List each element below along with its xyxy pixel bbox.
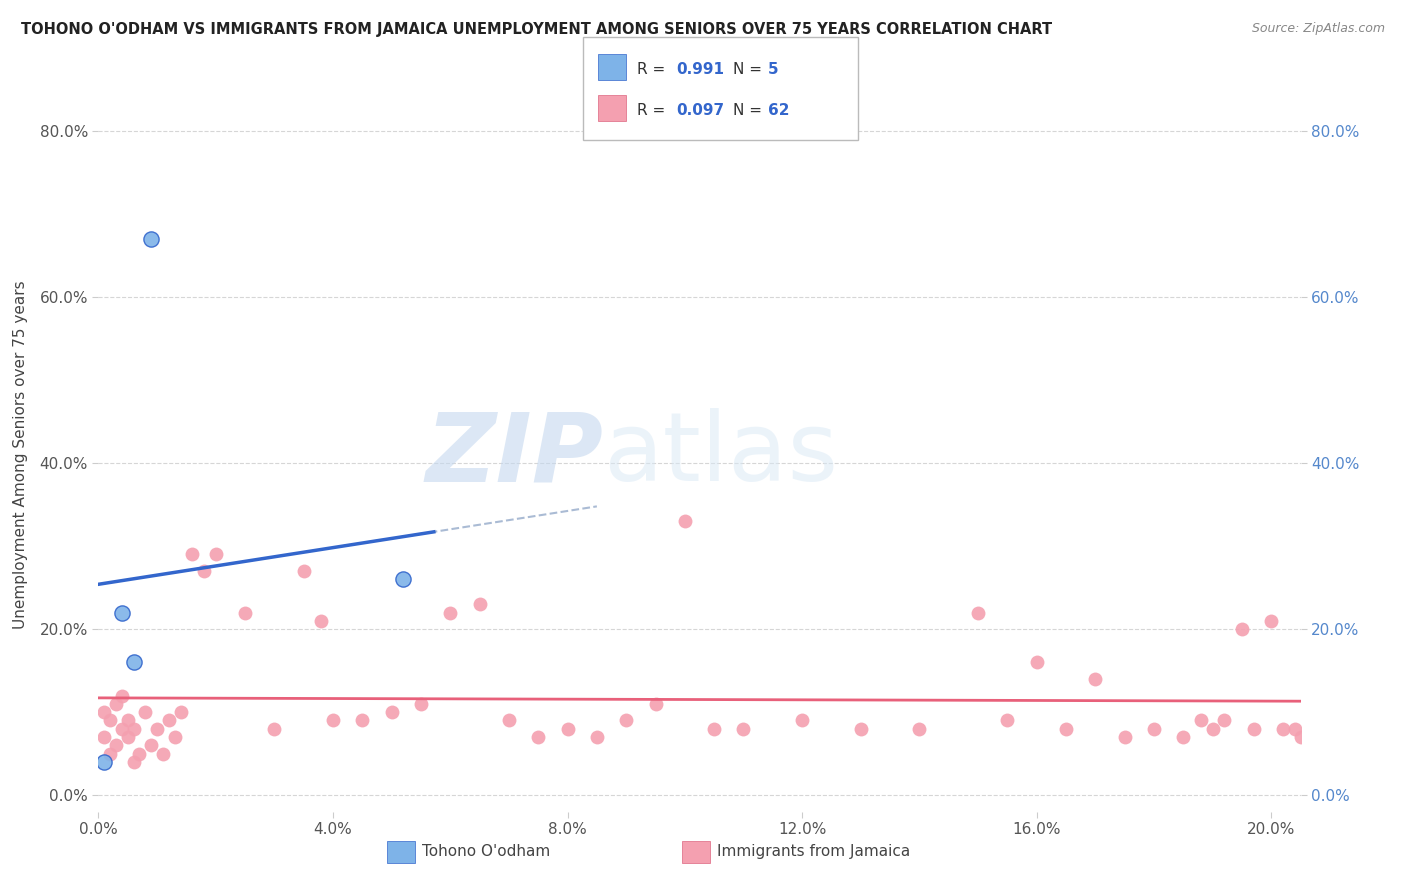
- Text: R =: R =: [637, 62, 671, 77]
- Point: [498, 714, 520, 728]
- Point: [673, 514, 696, 528]
- Point: [1289, 730, 1312, 744]
- Point: [122, 722, 145, 736]
- Point: [1173, 730, 1195, 744]
- Point: [204, 548, 226, 562]
- Point: [527, 730, 550, 744]
- Point: [117, 730, 139, 744]
- Point: [849, 722, 872, 736]
- Point: [1243, 722, 1265, 736]
- Text: Tohono O'odham: Tohono O'odham: [422, 845, 550, 859]
- Point: [1143, 722, 1166, 736]
- Point: [263, 722, 285, 736]
- Point: [1201, 722, 1223, 736]
- Point: [1025, 656, 1047, 670]
- Point: [614, 714, 637, 728]
- Point: [128, 747, 150, 761]
- Point: [193, 564, 215, 578]
- Text: N =: N =: [733, 103, 766, 118]
- Point: [1084, 672, 1107, 686]
- Point: [1284, 722, 1306, 736]
- Text: N =: N =: [733, 62, 766, 77]
- Point: [111, 606, 134, 620]
- Point: [1230, 622, 1253, 636]
- Point: [98, 747, 121, 761]
- Point: [1114, 730, 1136, 744]
- Point: [586, 730, 609, 744]
- Text: TOHONO O'ODHAM VS IMMIGRANTS FROM JAMAICA UNEMPLOYMENT AMONG SENIORS OVER 75 YEA: TOHONO O'ODHAM VS IMMIGRANTS FROM JAMAIC…: [21, 22, 1052, 37]
- Point: [352, 714, 374, 728]
- Point: [409, 697, 432, 711]
- Point: [995, 714, 1018, 728]
- Point: [381, 705, 404, 719]
- Text: Immigrants from Jamaica: Immigrants from Jamaica: [717, 845, 910, 859]
- Point: [122, 755, 145, 769]
- Text: atlas: atlas: [603, 409, 838, 501]
- Text: ZIP: ZIP: [426, 409, 603, 501]
- Point: [141, 232, 163, 246]
- Point: [309, 614, 332, 628]
- Point: [98, 714, 121, 728]
- Point: [292, 564, 315, 578]
- Point: [1054, 722, 1077, 736]
- Point: [644, 697, 666, 711]
- Point: [93, 755, 115, 769]
- Point: [141, 739, 163, 753]
- Point: [105, 739, 128, 753]
- Point: [468, 597, 491, 611]
- Point: [105, 697, 128, 711]
- Text: R =: R =: [637, 103, 671, 118]
- Y-axis label: Unemployment Among Seniors over 75 years: Unemployment Among Seniors over 75 years: [14, 281, 28, 629]
- Point: [1189, 714, 1212, 728]
- Text: 5: 5: [768, 62, 779, 77]
- Text: 0.097: 0.097: [676, 103, 724, 118]
- Point: [557, 722, 579, 736]
- Point: [439, 606, 461, 620]
- Point: [93, 730, 115, 744]
- Point: [790, 714, 813, 728]
- Point: [169, 705, 191, 719]
- Point: [233, 606, 256, 620]
- Point: [703, 722, 725, 736]
- Point: [1213, 714, 1236, 728]
- Point: [117, 714, 139, 728]
- Text: Source: ZipAtlas.com: Source: ZipAtlas.com: [1251, 22, 1385, 36]
- Point: [181, 548, 204, 562]
- Point: [1271, 722, 1294, 736]
- Text: 0.991: 0.991: [676, 62, 724, 77]
- Point: [134, 705, 156, 719]
- Text: 62: 62: [768, 103, 789, 118]
- Point: [111, 722, 134, 736]
- Point: [157, 714, 180, 728]
- Point: [163, 730, 186, 744]
- Point: [93, 705, 115, 719]
- Point: [733, 722, 755, 736]
- Point: [322, 714, 344, 728]
- Point: [967, 606, 990, 620]
- Point: [111, 689, 134, 703]
- Point: [908, 722, 931, 736]
- Point: [1260, 614, 1282, 628]
- Point: [392, 573, 415, 587]
- Point: [152, 747, 174, 761]
- Point: [122, 656, 145, 670]
- Point: [146, 722, 169, 736]
